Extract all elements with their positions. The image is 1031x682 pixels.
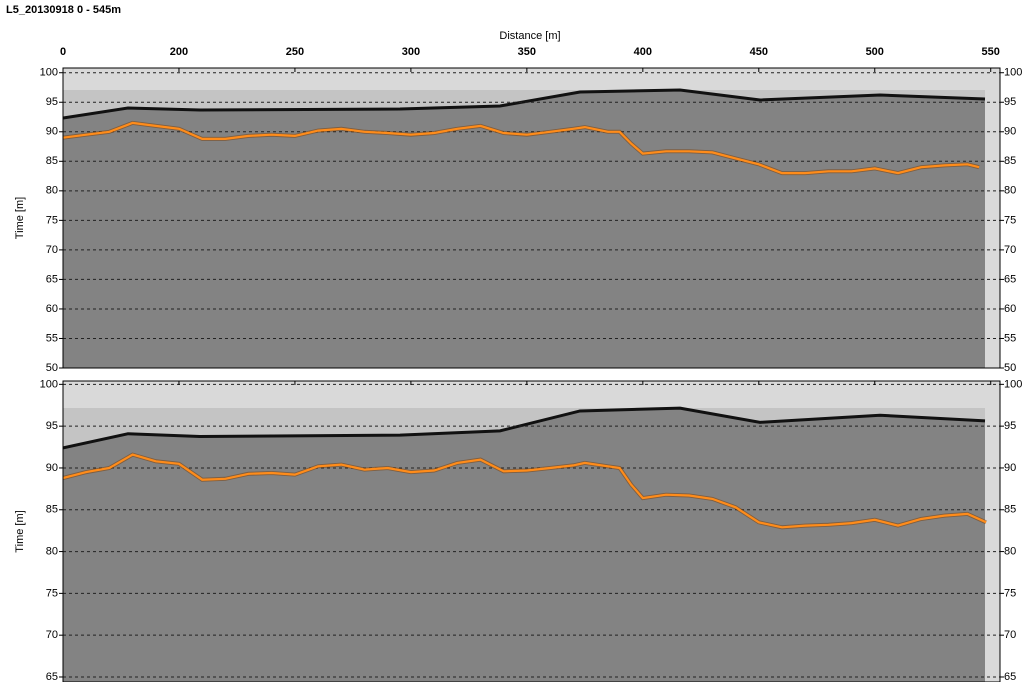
y2-tick-label: 100 bbox=[1004, 67, 1022, 79]
y-tick-label: 55 bbox=[46, 332, 58, 344]
x-tick-label: 500 bbox=[866, 46, 884, 58]
x-tick-label: 250 bbox=[286, 46, 304, 58]
plot-area bbox=[63, 381, 1000, 682]
x-axis-label: Distance [m] bbox=[499, 30, 560, 42]
y-tick-label: 80 bbox=[46, 185, 58, 197]
x-tick-label: 0 bbox=[60, 46, 66, 58]
y2-tick-label: 70 bbox=[1004, 629, 1016, 641]
x-tick-label: 400 bbox=[634, 46, 652, 58]
y-tick-label: 100 bbox=[40, 378, 58, 390]
x-tick-label: 350 bbox=[518, 46, 536, 58]
y2-tick-label: 95 bbox=[1004, 96, 1016, 108]
y-tick-label: 75 bbox=[46, 587, 58, 599]
panel: 65 65 70 70 75 75 80 80 85 85 90 90 95 95 100 100 Time [… bbox=[14, 378, 1022, 682]
panel: 50 50 55 55 60 60 65 65 70 70 75 75 80 80 85 85 90 90 95 95… bbox=[14, 46, 1022, 374]
y-axis-label: Time [m] bbox=[14, 197, 26, 239]
y-tick-label: 85 bbox=[46, 155, 58, 167]
y-tick-label: 75 bbox=[46, 214, 58, 226]
y-tick-label: 95 bbox=[46, 420, 58, 432]
y-tick-label: 70 bbox=[46, 244, 58, 256]
x-tick-label: 450 bbox=[750, 46, 768, 58]
y2-tick-label: 50 bbox=[1004, 362, 1016, 374]
y2-tick-label: 90 bbox=[1004, 126, 1016, 138]
radargram bbox=[63, 408, 985, 682]
y2-tick-label: 80 bbox=[1004, 185, 1016, 197]
y-tick-label: 90 bbox=[46, 126, 58, 138]
plot-area bbox=[63, 68, 1000, 368]
y2-tick-label: 60 bbox=[1004, 303, 1016, 315]
y2-tick-label: 75 bbox=[1004, 214, 1016, 226]
y2-tick-label: 95 bbox=[1004, 420, 1016, 432]
y2-tick-label: 90 bbox=[1004, 462, 1016, 474]
panels: 50 50 55 55 60 60 65 65 70 70 75 75 80 80 85 85 90 90 95 95… bbox=[14, 46, 1022, 682]
y-tick-label: 100 bbox=[40, 67, 58, 79]
y-tick-label: 65 bbox=[46, 273, 58, 285]
y2-tick-label: 70 bbox=[1004, 244, 1016, 256]
y2-tick-label: 65 bbox=[1004, 671, 1016, 682]
y-tick-label: 90 bbox=[46, 462, 58, 474]
y2-tick-label: 85 bbox=[1004, 504, 1016, 516]
x-tick-label: 550 bbox=[982, 46, 1000, 58]
y2-tick-label: 80 bbox=[1004, 545, 1016, 557]
y-tick-label: 95 bbox=[46, 96, 58, 108]
y2-tick-label: 100 bbox=[1004, 378, 1022, 390]
y-tick-label: 50 bbox=[46, 362, 58, 374]
profile-title: L5_20130918 0 - 545m bbox=[6, 4, 121, 16]
radargram-view: L5_20130918 0 - 545m Distance [m] 50 50 55… bbox=[0, 0, 1031, 682]
y-axis-label: Time [m] bbox=[14, 510, 26, 552]
y2-tick-label: 55 bbox=[1004, 332, 1016, 344]
y-tick-label: 80 bbox=[46, 545, 58, 557]
y2-tick-label: 85 bbox=[1004, 155, 1016, 167]
y-tick-label: 70 bbox=[46, 629, 58, 641]
x-tick-label: 200 bbox=[170, 46, 188, 58]
y2-tick-label: 75 bbox=[1004, 587, 1016, 599]
y-tick-label: 85 bbox=[46, 504, 58, 516]
x-tick-label: 300 bbox=[402, 46, 420, 58]
y-tick-label: 60 bbox=[46, 303, 58, 315]
y2-tick-label: 65 bbox=[1004, 273, 1016, 285]
y-tick-label: 65 bbox=[46, 671, 58, 682]
